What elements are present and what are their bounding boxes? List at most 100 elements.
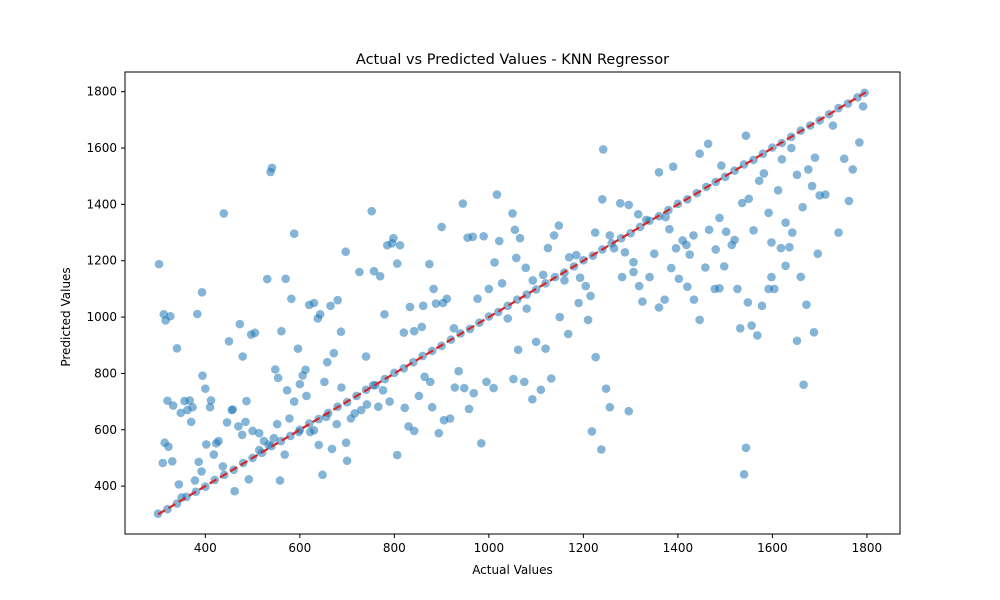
data-point: [749, 226, 758, 235]
data-point: [717, 161, 726, 170]
data-point: [289, 229, 299, 238]
data-point: [715, 213, 724, 223]
data-point: [230, 486, 239, 496]
data-point: [727, 240, 737, 250]
data-point: [224, 337, 234, 346]
data-point: [427, 402, 437, 412]
data-point: [420, 372, 429, 382]
data-point: [168, 401, 178, 410]
data-point: [737, 198, 747, 208]
data-point: [633, 209, 643, 219]
data-point: [671, 244, 681, 253]
data-point: [615, 198, 625, 208]
data-point: [597, 445, 606, 454]
data-point: [262, 274, 272, 284]
data-point: [409, 326, 419, 336]
data-point: [821, 190, 830, 199]
data-point: [543, 243, 553, 253]
data-point: [521, 263, 531, 273]
x-tick-label: 1200: [568, 541, 599, 555]
data-point: [583, 315, 593, 325]
data-point: [586, 291, 595, 301]
data-point: [563, 329, 573, 339]
data-point: [531, 337, 541, 347]
data-point: [373, 402, 383, 411]
data-point: [218, 462, 228, 471]
data-point: [855, 138, 864, 147]
data-point: [341, 247, 350, 257]
data-point: [227, 405, 237, 415]
data-point: [834, 228, 843, 237]
data-point: [764, 208, 773, 218]
data-point: [767, 238, 776, 247]
data-point: [654, 303, 664, 312]
data-point: [273, 373, 283, 383]
data-point: [172, 344, 182, 353]
data-point: [536, 385, 546, 395]
data-point: [813, 249, 823, 258]
data-point: [668, 162, 678, 171]
chart-title: Actual vs Predicted Values - KNN Regress…: [356, 52, 669, 68]
data-point: [482, 377, 491, 387]
y-axis-title: Predicted Values: [59, 267, 73, 366]
data-point: [560, 276, 569, 285]
data-point: [164, 442, 173, 451]
data-point: [828, 121, 838, 130]
data-point: [701, 263, 710, 272]
data-point: [380, 309, 389, 319]
data-point: [744, 194, 754, 204]
data-point: [295, 379, 305, 389]
data-point: [375, 271, 385, 281]
data-point: [629, 257, 638, 267]
data-point: [666, 263, 676, 273]
data-point: [473, 294, 482, 304]
data-point: [190, 476, 200, 485]
data-point: [409, 426, 419, 436]
data-point: [337, 383, 346, 392]
x-tick-label: 600: [288, 541, 311, 555]
data-point: [285, 414, 294, 423]
data-point: [741, 131, 751, 140]
data-point: [183, 405, 192, 415]
data-point: [458, 199, 468, 208]
x-tick-label: 400: [194, 541, 217, 555]
data-point: [250, 328, 260, 338]
data-point: [683, 282, 692, 291]
data-point: [661, 212, 670, 222]
data-point: [479, 231, 488, 241]
data-point: [209, 450, 219, 459]
data-point: [185, 396, 195, 405]
data-point: [844, 196, 854, 206]
data-point: [497, 278, 507, 288]
data-point: [238, 352, 247, 361]
y-tick-label: 1600: [86, 141, 117, 155]
data-point: [174, 480, 184, 489]
data-point: [445, 414, 455, 423]
data-point: [781, 261, 790, 271]
data-point: [158, 458, 168, 468]
data-point: [369, 266, 379, 276]
data-point: [689, 295, 699, 304]
data-point: [201, 440, 211, 449]
data-point: [796, 272, 806, 282]
data-point: [437, 222, 446, 232]
data-point: [235, 319, 245, 329]
data-point: [739, 469, 749, 479]
data-point: [721, 227, 731, 237]
data-point: [237, 430, 247, 440]
data-point: [770, 284, 779, 294]
data-point: [418, 301, 428, 311]
data-point: [617, 272, 627, 282]
data-point: [289, 397, 299, 406]
data-point: [638, 297, 647, 306]
data-point: [392, 259, 402, 268]
data-point: [674, 274, 684, 284]
y-tick-label: 800: [94, 366, 117, 380]
data-point: [362, 400, 372, 409]
data-point: [390, 368, 399, 378]
data-point: [598, 145, 608, 154]
data-point: [341, 438, 351, 448]
data-point: [154, 259, 164, 269]
